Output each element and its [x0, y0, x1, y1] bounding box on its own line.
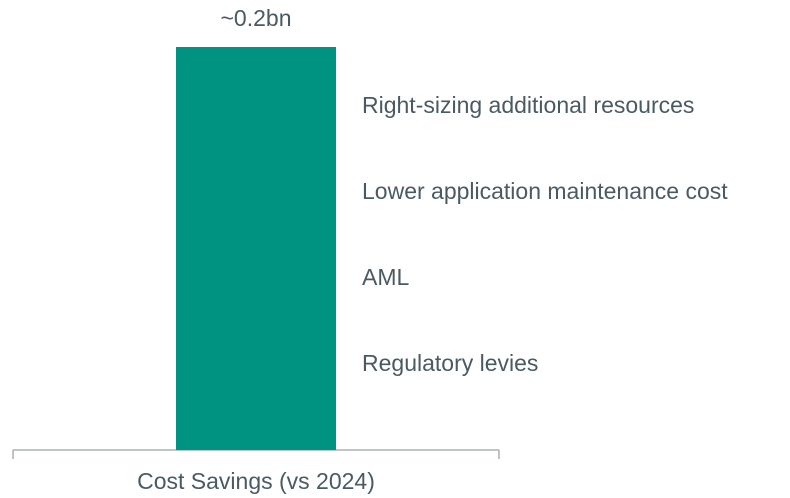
- bar: [176, 47, 336, 450]
- annotation: AML: [362, 264, 410, 290]
- x-tick-label: Cost Savings (vs 2024): [137, 468, 375, 494]
- annotation: Lower application maintenance cost: [362, 178, 728, 204]
- value-label: ~0.2bn: [221, 5, 292, 31]
- annotation: Regulatory levies: [362, 350, 538, 376]
- annotation: Right-sizing additional resources: [362, 92, 694, 118]
